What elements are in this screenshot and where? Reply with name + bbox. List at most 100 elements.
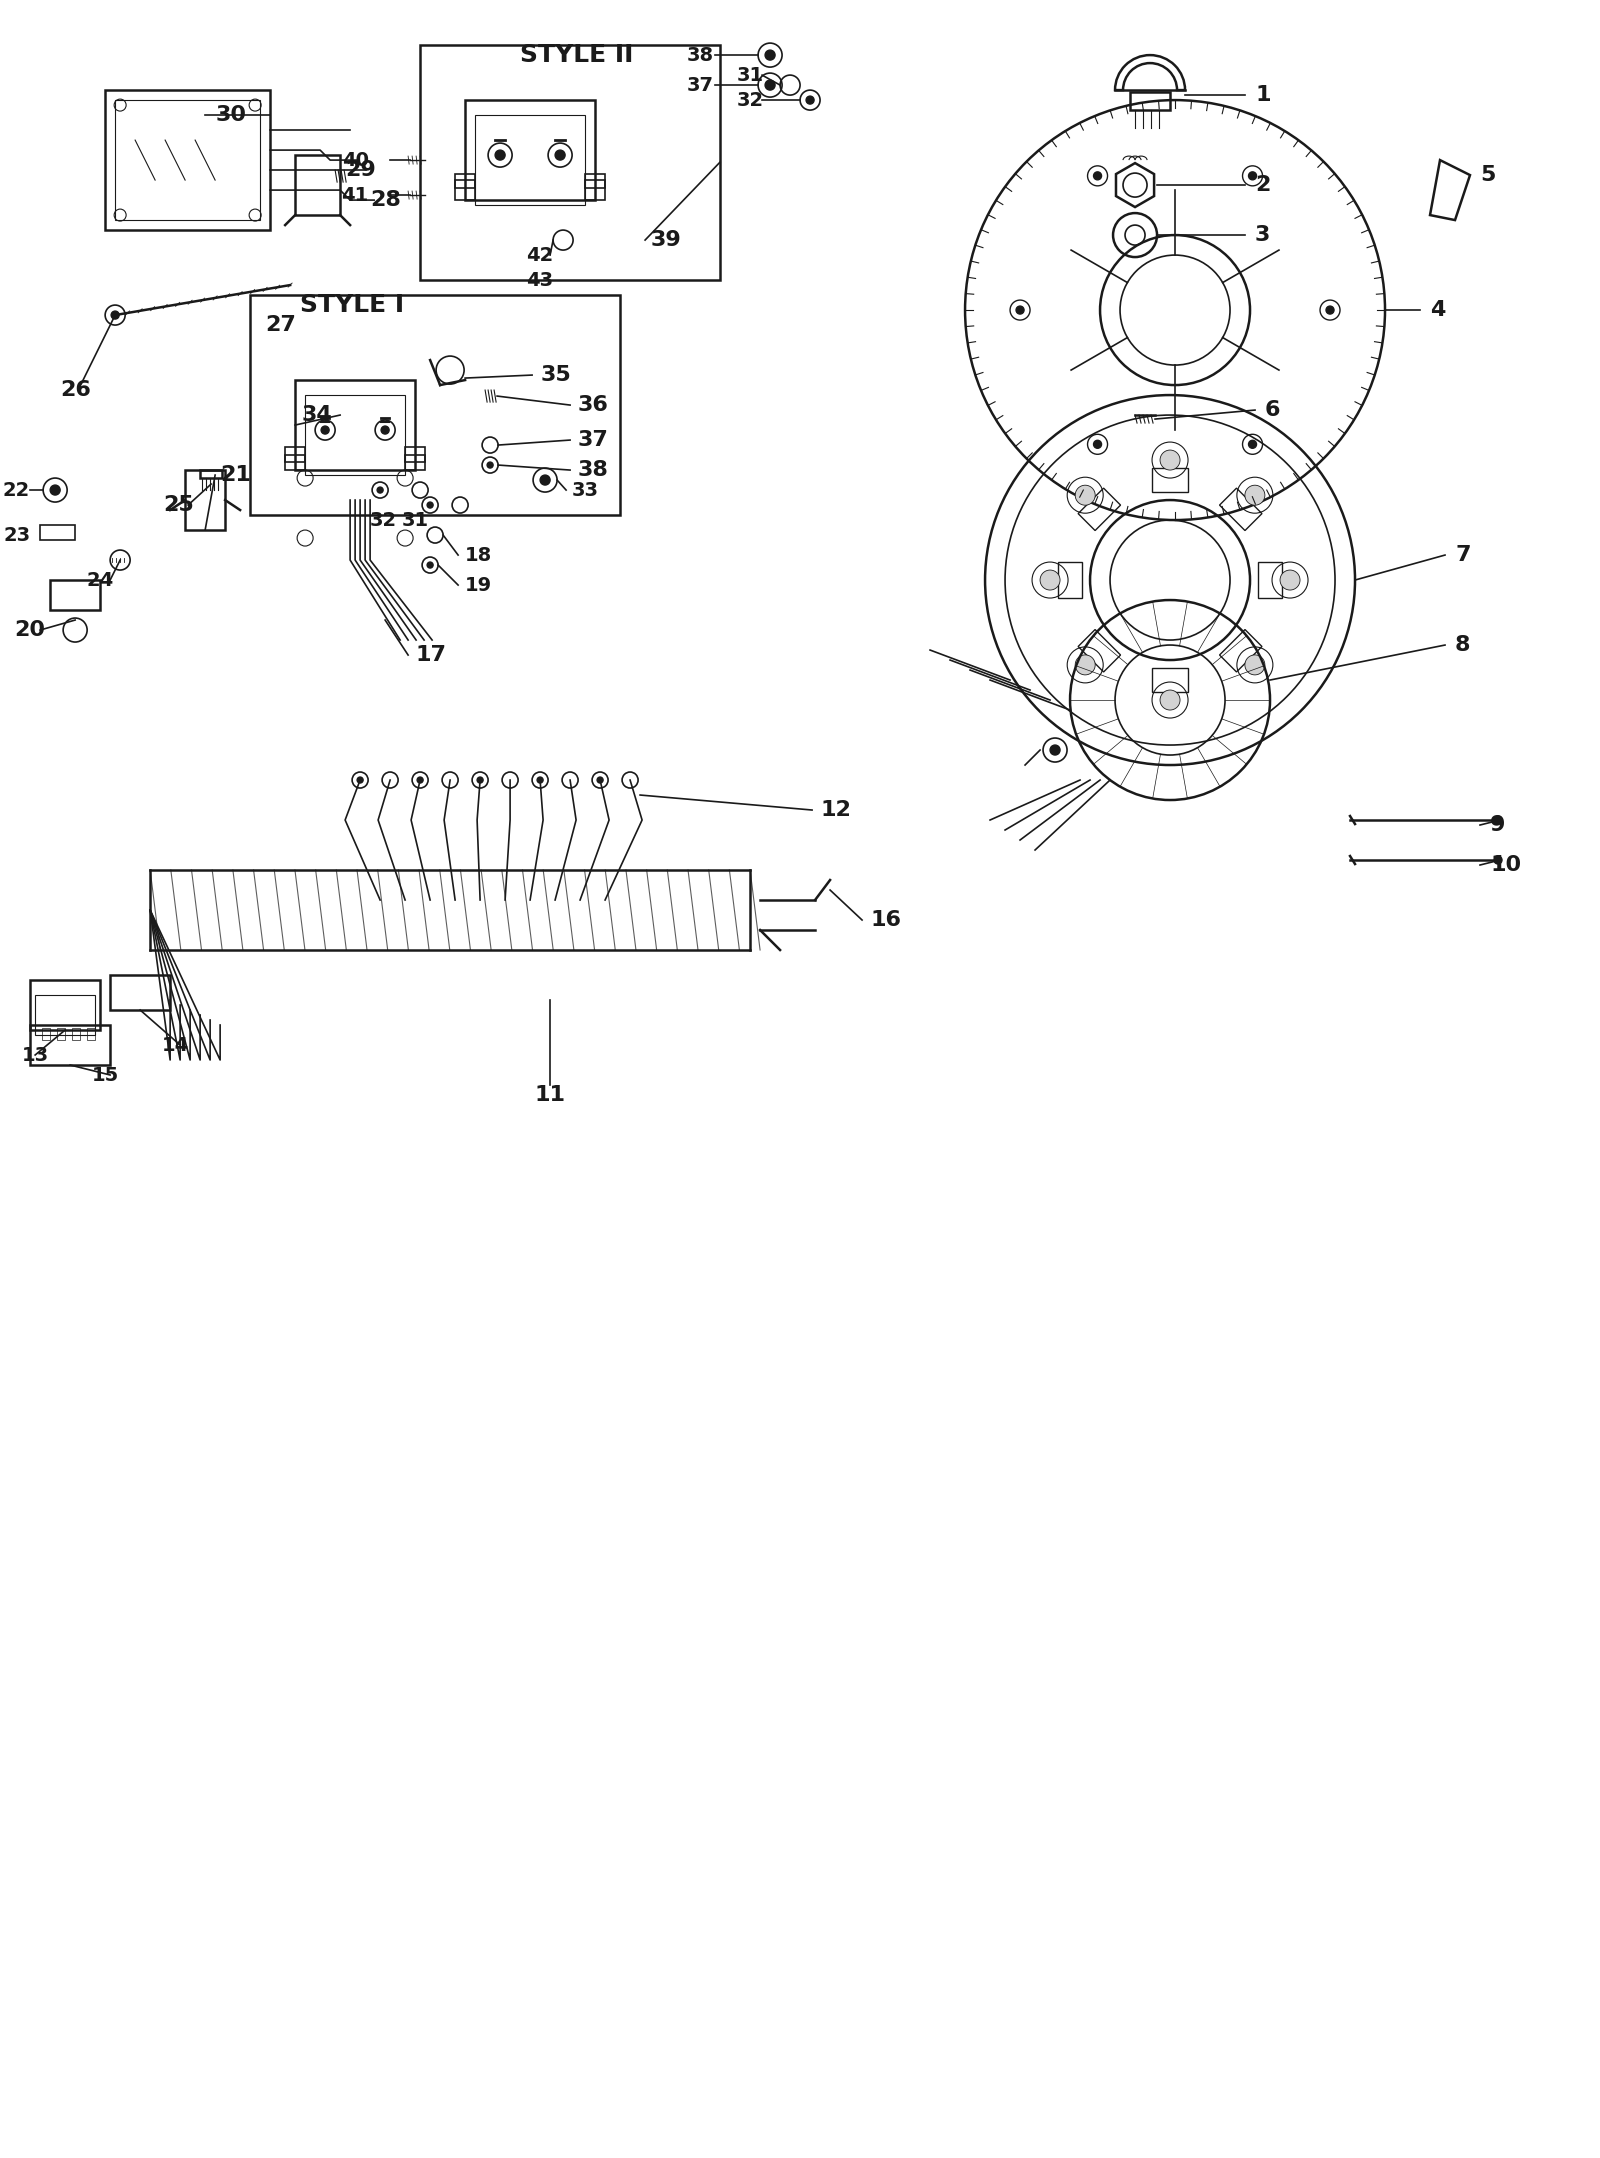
Text: 37: 37 — [578, 429, 608, 451]
Text: 29: 29 — [346, 160, 376, 179]
Text: 16: 16 — [870, 911, 901, 930]
Text: 21: 21 — [221, 466, 251, 486]
Text: 41: 41 — [341, 186, 368, 205]
Text: 32: 32 — [370, 511, 397, 529]
Text: STYLE II: STYLE II — [520, 43, 634, 67]
Circle shape — [477, 777, 483, 783]
Circle shape — [486, 462, 493, 468]
Circle shape — [1040, 570, 1061, 589]
Circle shape — [1075, 486, 1094, 505]
Text: 30: 30 — [214, 106, 246, 125]
Text: STYLE I: STYLE I — [301, 293, 405, 317]
Text: 36: 36 — [578, 395, 608, 414]
Bar — [285, 455, 306, 470]
Circle shape — [1248, 173, 1256, 179]
Text: 11: 11 — [534, 1085, 565, 1105]
Circle shape — [765, 80, 774, 91]
Bar — [186, 470, 226, 531]
Bar — [405, 447, 426, 462]
Text: 38: 38 — [578, 460, 608, 479]
Bar — [454, 175, 475, 188]
Circle shape — [538, 777, 542, 783]
Text: 3: 3 — [1254, 224, 1270, 246]
Text: 7: 7 — [1454, 546, 1470, 565]
Circle shape — [597, 777, 603, 783]
Bar — [30, 1025, 110, 1066]
Bar — [1078, 488, 1120, 531]
Text: 34: 34 — [301, 406, 333, 425]
Bar — [405, 455, 426, 470]
Bar — [72, 1027, 80, 1040]
Text: 31: 31 — [736, 65, 763, 84]
Bar — [86, 1027, 94, 1040]
Circle shape — [1093, 173, 1101, 179]
Bar — [35, 995, 94, 1036]
Text: 6: 6 — [1266, 399, 1280, 421]
Text: 26: 26 — [61, 380, 91, 399]
Bar — [1152, 669, 1189, 693]
Text: 32: 32 — [736, 91, 763, 110]
Text: 5: 5 — [1480, 164, 1496, 186]
Circle shape — [1326, 306, 1334, 315]
Circle shape — [427, 503, 434, 507]
Text: 10: 10 — [1490, 855, 1522, 874]
Bar — [285, 447, 306, 462]
Circle shape — [765, 50, 774, 60]
Circle shape — [1248, 440, 1256, 449]
Text: 28: 28 — [370, 190, 402, 209]
Text: 24: 24 — [86, 570, 114, 589]
Text: 31: 31 — [402, 511, 429, 529]
Text: 8: 8 — [1454, 634, 1470, 656]
Circle shape — [1160, 691, 1181, 710]
Text: 39: 39 — [650, 231, 682, 250]
Bar — [106, 91, 270, 231]
Text: 23: 23 — [3, 527, 30, 544]
Text: 35: 35 — [541, 365, 571, 384]
Bar — [1258, 561, 1282, 598]
Bar — [250, 296, 621, 516]
Circle shape — [541, 475, 550, 486]
Bar — [294, 155, 341, 216]
Text: 17: 17 — [414, 645, 446, 665]
Circle shape — [427, 561, 434, 568]
Wedge shape — [1115, 56, 1186, 91]
Circle shape — [1245, 486, 1266, 505]
Circle shape — [806, 97, 814, 104]
Text: 27: 27 — [266, 315, 296, 334]
Bar — [200, 470, 222, 479]
Text: 19: 19 — [466, 576, 493, 596]
Circle shape — [1280, 570, 1301, 589]
Bar — [586, 179, 605, 201]
Text: 20: 20 — [14, 619, 46, 641]
Bar — [30, 980, 101, 1029]
Text: 22: 22 — [3, 481, 30, 498]
Text: 4: 4 — [1430, 300, 1445, 319]
Circle shape — [322, 425, 330, 434]
Circle shape — [1016, 306, 1024, 315]
Bar — [1130, 93, 1170, 110]
Text: 37: 37 — [686, 76, 714, 95]
Circle shape — [1075, 654, 1094, 675]
Bar — [1152, 468, 1189, 492]
Bar — [294, 380, 414, 470]
Circle shape — [357, 777, 363, 783]
Text: 43: 43 — [526, 270, 554, 289]
Text: 14: 14 — [162, 1036, 189, 1055]
Bar — [110, 975, 170, 1010]
Bar — [42, 1027, 50, 1040]
Text: 2: 2 — [1254, 175, 1270, 194]
Text: 13: 13 — [21, 1044, 48, 1064]
Bar — [1219, 488, 1262, 531]
Circle shape — [1160, 451, 1181, 470]
Bar — [1219, 630, 1262, 671]
Bar — [1078, 630, 1120, 671]
Bar — [58, 1027, 66, 1040]
Text: 18: 18 — [466, 546, 493, 565]
Text: 33: 33 — [573, 481, 598, 498]
Circle shape — [378, 488, 382, 492]
Bar — [466, 99, 595, 201]
Text: 9: 9 — [1490, 816, 1506, 835]
Circle shape — [110, 311, 118, 319]
Bar — [1058, 561, 1082, 598]
Circle shape — [555, 151, 565, 160]
